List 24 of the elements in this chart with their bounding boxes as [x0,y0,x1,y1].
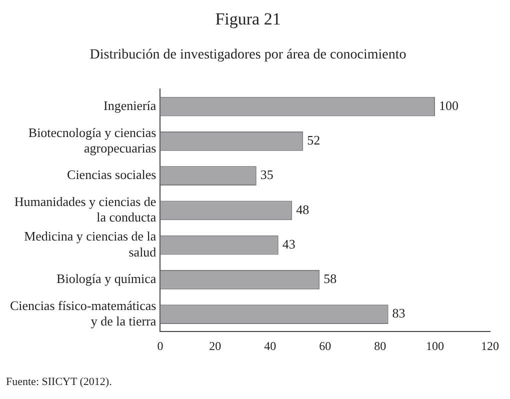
y-tick-label: Biotecnología y ciencias agropecuarias [28,124,156,156]
y-tick-label: Ciencias sociales [67,167,156,182]
data-label: 83 [392,306,406,321]
chart-subtitle: Distribución de investigadores por área de conocimiento [90,47,406,62]
source-note: Fuente: SIICYT (2012). [6,376,112,388]
y-tick-label: Humanidades y ciencias de la conducta [14,194,156,225]
data-label: 43 [282,236,296,252]
data-label: 52 [307,132,320,148]
x-tick-label: 0 [157,338,164,353]
x-tick-label: 60 [319,338,332,353]
data-label: 100 [439,98,459,113]
x-tick-label: 100 [426,338,444,353]
y-tick-label: Biología y química [56,271,156,286]
x-tick-label: 120 [481,338,499,353]
y-tick-label: Medicina y ciencias de la salud [24,228,157,260]
x-tick-label: 20 [209,338,222,353]
data-label: 35 [260,167,274,182]
x-tick-label: 80 [374,338,386,353]
data-label: 48 [296,202,310,217]
x-tick-label: 40 [264,338,276,353]
chart-title: Figura 21 [215,10,281,29]
y-tick-label: Ingeniería [103,98,156,113]
data-label: 58 [324,271,337,286]
y-tick-label: Ciencias físico-matemáticas y de la tierra [10,298,156,329]
